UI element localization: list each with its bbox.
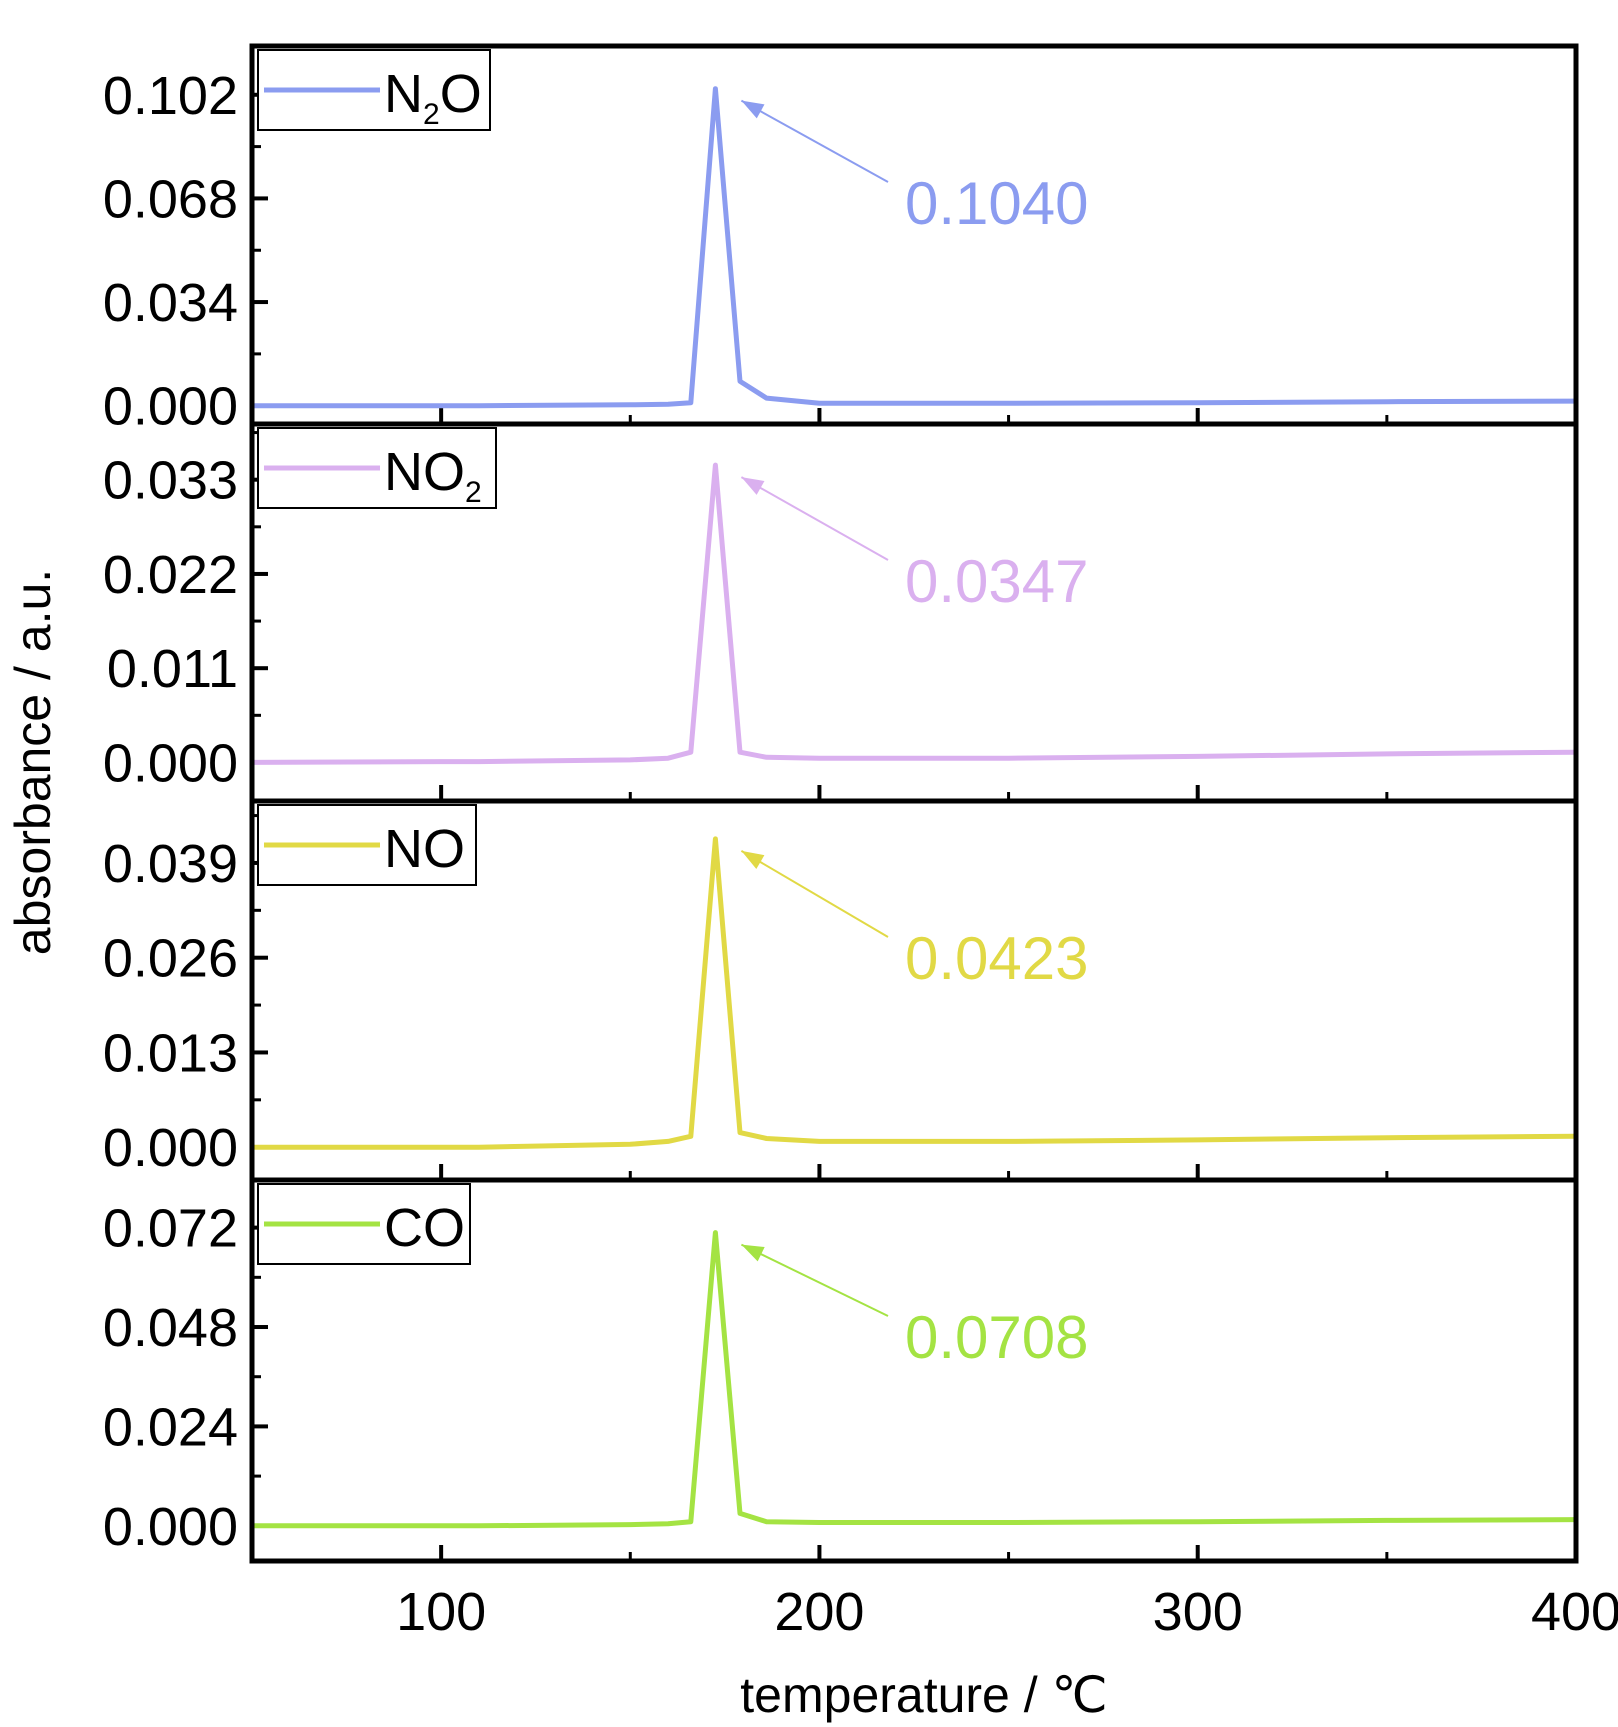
x-axis: 100 200 300 400 bbox=[396, 1582, 1618, 1642]
x-tick-label: 100 bbox=[396, 1582, 486, 1642]
panel-2: 0.000 0.011 0.022 0.033 0.0347 NO2 bbox=[103, 427, 1578, 801]
peak-arrow-line bbox=[740, 99, 889, 183]
y-tick-label: 0.033 bbox=[103, 451, 238, 511]
x-axis-title: temperature / ℃ bbox=[740, 1667, 1107, 1723]
peak-value-label: 0.1040 bbox=[905, 170, 1089, 237]
legend: NO2 bbox=[257, 427, 497, 509]
legend: NO bbox=[257, 804, 477, 886]
y-tick-label: 0.034 bbox=[103, 273, 238, 333]
y-tick-label: 0.102 bbox=[103, 66, 238, 126]
peak-arrow-head bbox=[741, 100, 765, 119]
plot-frame bbox=[249, 43, 1579, 1564]
y-axis-title: absorbance / a.u. bbox=[5, 569, 61, 955]
y-tick-label: 0.026 bbox=[103, 929, 238, 989]
x-tick-label: 300 bbox=[1153, 1582, 1243, 1642]
peak-arrow-line bbox=[740, 476, 889, 561]
series-line bbox=[252, 1230, 1576, 1529]
x-tick-label: 400 bbox=[1531, 1582, 1618, 1642]
series-line bbox=[252, 462, 1576, 765]
y-tick-label: 0.048 bbox=[103, 1298, 238, 1358]
y-tick-label: 0.024 bbox=[103, 1397, 238, 1457]
y-tick-label: 0.000 bbox=[103, 733, 238, 793]
y-tick-label: 0.072 bbox=[103, 1199, 238, 1259]
legend-label: CO bbox=[384, 1198, 465, 1258]
y-tick-label: 0.013 bbox=[103, 1023, 238, 1083]
legend-label: NO bbox=[384, 819, 465, 879]
panels-layer: 0.0000.0340.0680.1020.1040N2O0.0000.0110… bbox=[103, 49, 1578, 1561]
peak-value-label: 0.0347 bbox=[905, 548, 1089, 615]
y-tick-label: 0.000 bbox=[103, 377, 238, 437]
series-line bbox=[252, 836, 1576, 1150]
peak-value-label: 0.0708 bbox=[905, 1304, 1089, 1371]
panel-4: 0.000 0.024 0.048 0.072 0.0708 CO bbox=[103, 1183, 1578, 1561]
legend: N2O bbox=[257, 49, 491, 131]
peak-value-label: 0.0423 bbox=[905, 925, 1089, 992]
y-tick-label: 0.039 bbox=[103, 834, 238, 894]
legend-label: NO2 bbox=[384, 442, 482, 509]
y-tick-label: 0.000 bbox=[103, 1497, 238, 1557]
y-tick-label: 0.068 bbox=[103, 169, 238, 229]
y-tick-label: 0.022 bbox=[103, 545, 238, 605]
series-line bbox=[252, 86, 1576, 409]
panel-3: 0.000 0.013 0.026 0.039 0.0423 NO bbox=[103, 804, 1578, 1180]
peak-arrow-head bbox=[741, 850, 765, 869]
panel-1: 0.000 0.034 0.068 0.102 0.1040 N2O bbox=[103, 49, 1578, 437]
x-tick-label: 200 bbox=[774, 1582, 864, 1642]
peak-arrow-head bbox=[741, 1244, 765, 1262]
legend-label: N2O bbox=[384, 64, 482, 131]
peak-arrow-line bbox=[740, 850, 889, 938]
peak-arrow-head bbox=[741, 477, 765, 495]
peak-arrow-line bbox=[740, 1243, 889, 1317]
frame-layer bbox=[249, 43, 1579, 1564]
legend: CO bbox=[257, 1183, 471, 1265]
y-tick-label: 0.000 bbox=[103, 1118, 238, 1178]
y-tick-label: 0.011 bbox=[107, 639, 238, 699]
